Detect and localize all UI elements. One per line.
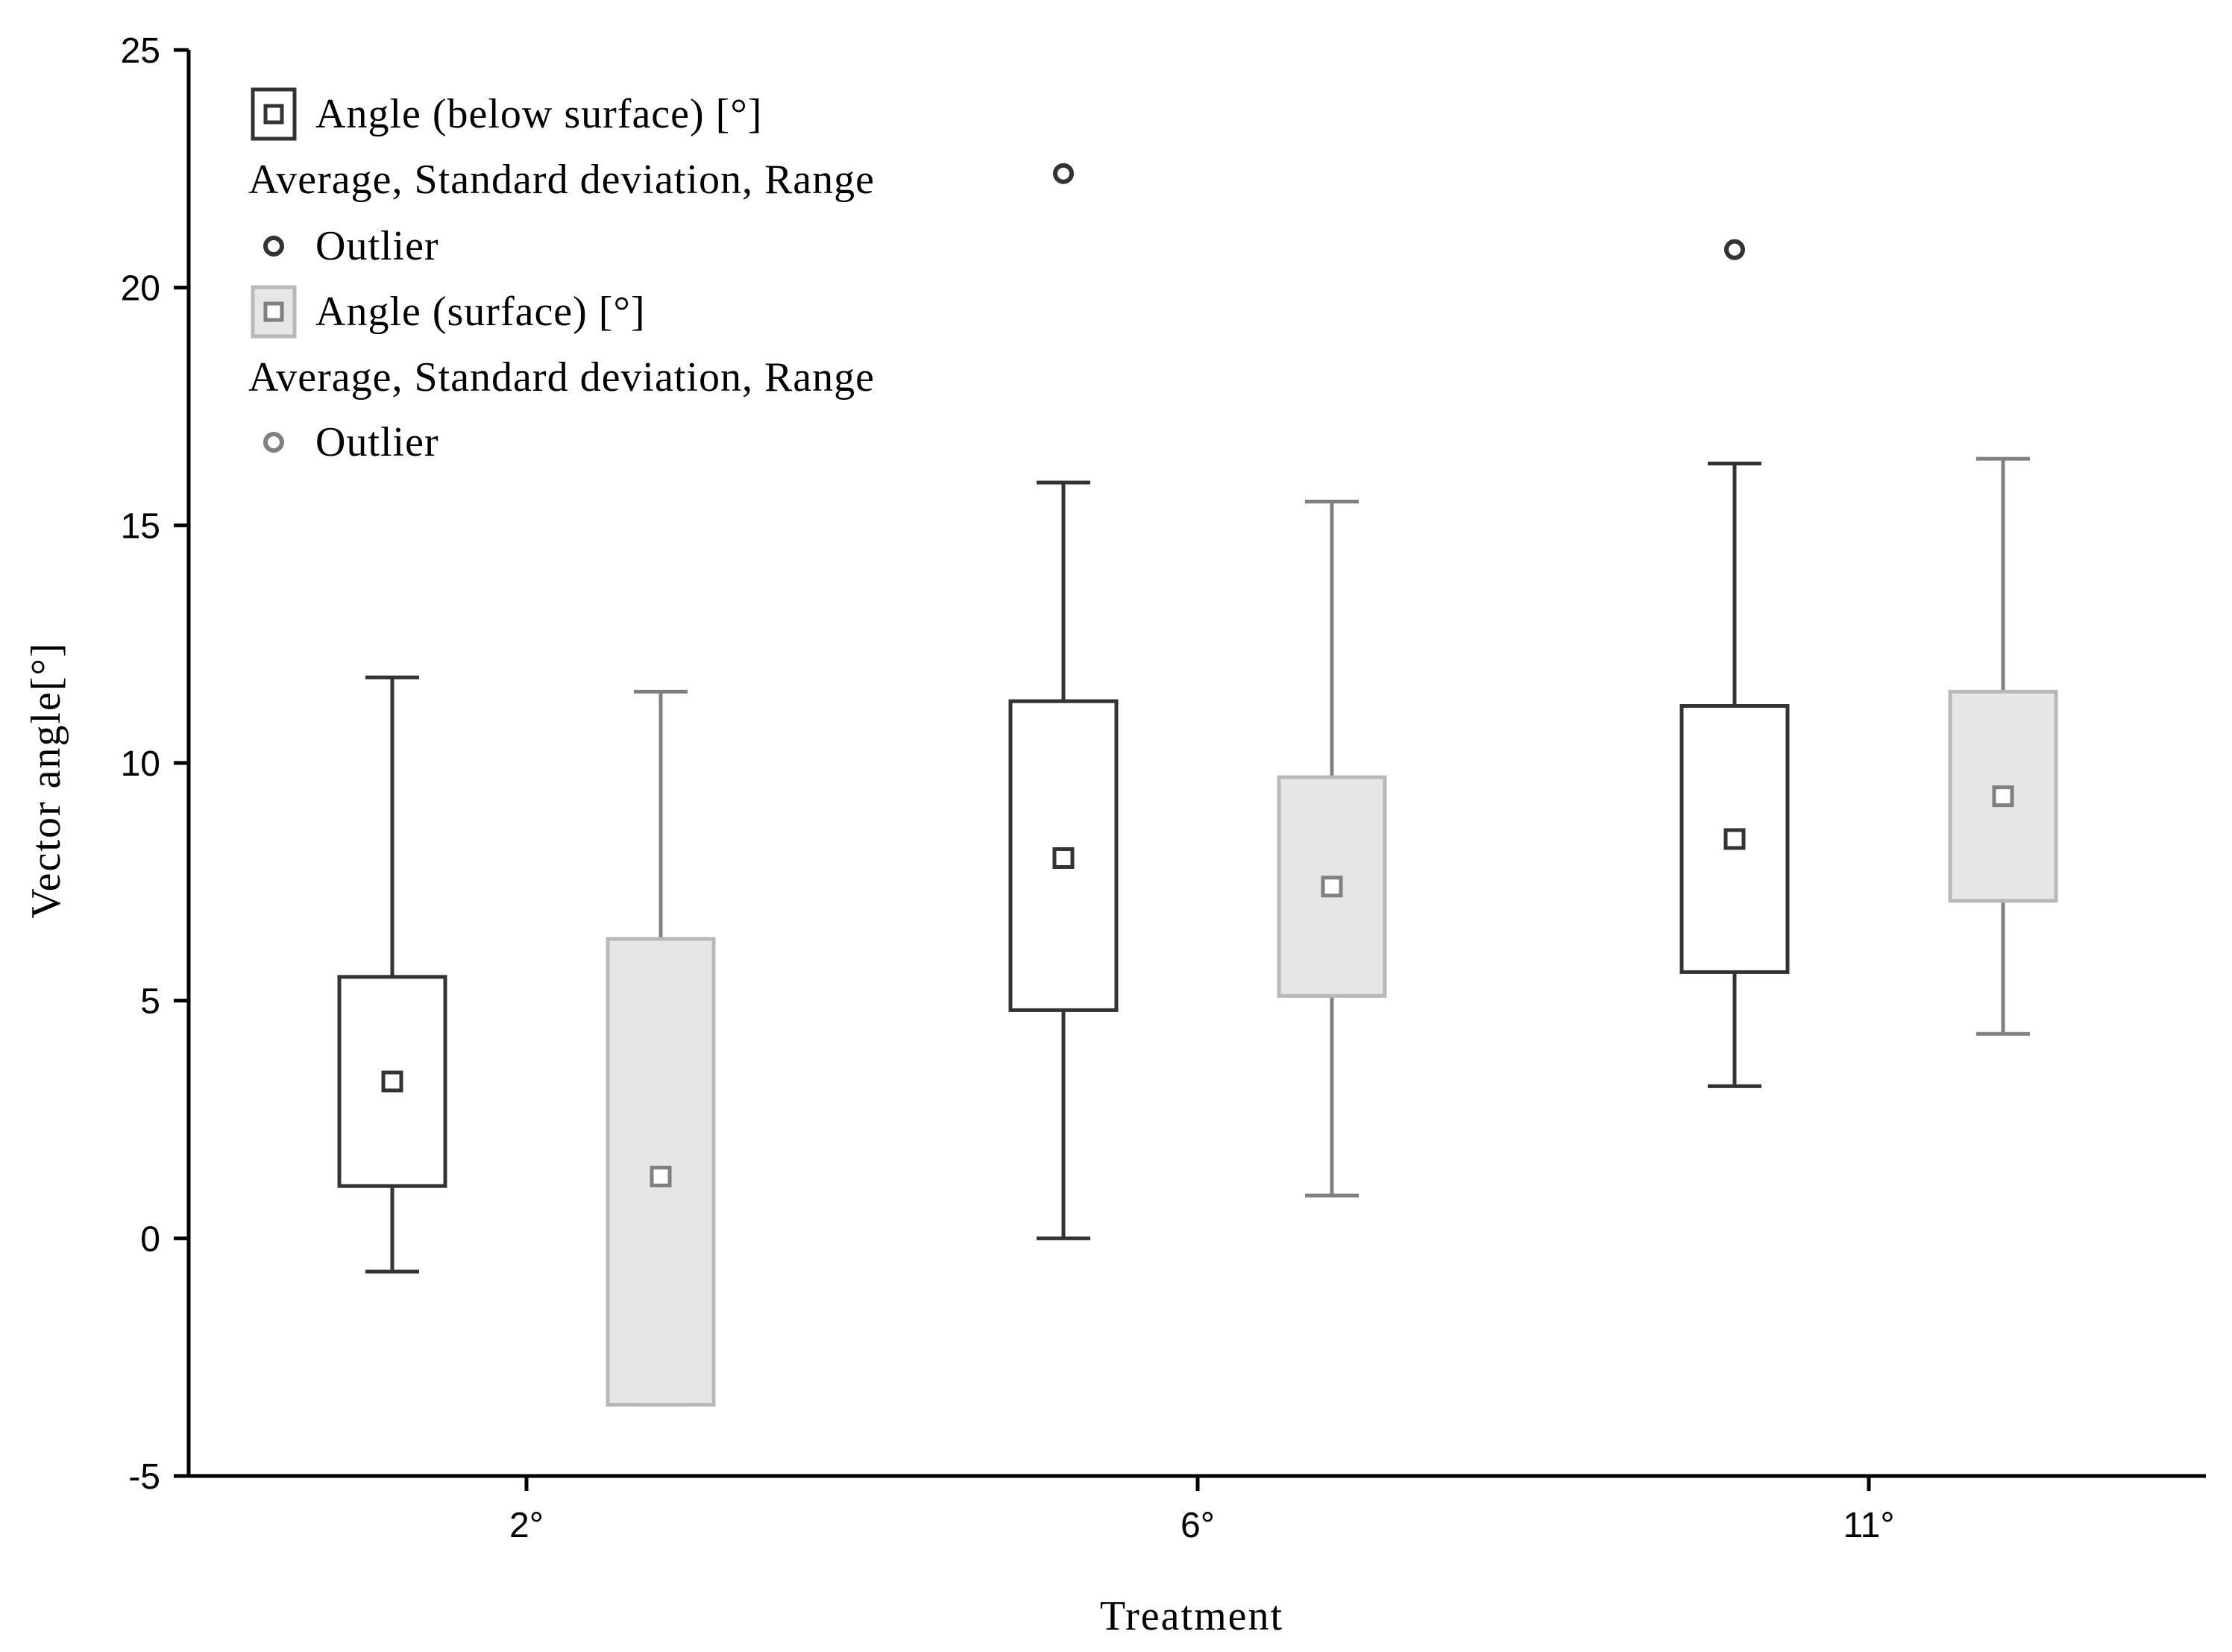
box-group — [1008, 163, 1119, 1240]
mean-marker — [650, 1165, 672, 1187]
legend-outlier-symbol — [263, 432, 284, 453]
y-tick-label: 15 — [121, 506, 160, 546]
x-tick-label: 6° — [1181, 1506, 1215, 1545]
mean-marker — [381, 1070, 403, 1093]
box-group — [606, 689, 716, 1407]
box-group — [337, 675, 447, 1274]
y-tick-label: 0 — [140, 1219, 160, 1259]
legend: Angle (below surface) [°] Average, Standa… — [248, 87, 875, 465]
mean-marker — [1321, 876, 1343, 898]
legend-note: Average, Standard deviation, Range — [248, 157, 875, 203]
legend-outlier-symbol — [263, 236, 284, 257]
y-tick-label: 20 — [121, 269, 160, 309]
box-group — [1277, 499, 1387, 1198]
mean-marker — [1052, 847, 1075, 869]
outlier-point — [1724, 239, 1745, 260]
x-tick-label: 2° — [509, 1506, 544, 1545]
legend-note: Average, Standard deviation, Range — [248, 354, 875, 401]
legend-mean-symbol — [263, 104, 284, 125]
y-tick-label: 25 — [121, 31, 160, 71]
outlier-point — [1053, 163, 1074, 184]
mean-marker — [1723, 828, 1746, 850]
box — [1277, 775, 1387, 998]
box-group — [1679, 239, 1790, 1088]
y-tick-label: 10 — [121, 744, 160, 784]
plot-marks — [337, 163, 2058, 1407]
legend-label: Outlier — [315, 223, 439, 269]
legend-label: Angle (surface) [°] — [315, 289, 646, 335]
y-tick-label: 5 — [140, 982, 160, 1022]
y-tick-label: -5 — [128, 1457, 160, 1497]
legend-mean-symbol — [263, 301, 284, 322]
y-axis-title: Vector angle[°] — [23, 641, 69, 918]
box-group — [1948, 456, 2058, 1036]
legend-label: Outlier — [315, 419, 439, 465]
axes: -5 0 5 10 15 20 25 2° 6° 11° — [121, 31, 2206, 1545]
x-tick-label: 11° — [1843, 1506, 1894, 1545]
mean-marker — [1992, 785, 2014, 808]
legend-label: Angle (below surface) [°] — [315, 91, 762, 137]
x-axis-title: Treatment — [1100, 1593, 1283, 1639]
